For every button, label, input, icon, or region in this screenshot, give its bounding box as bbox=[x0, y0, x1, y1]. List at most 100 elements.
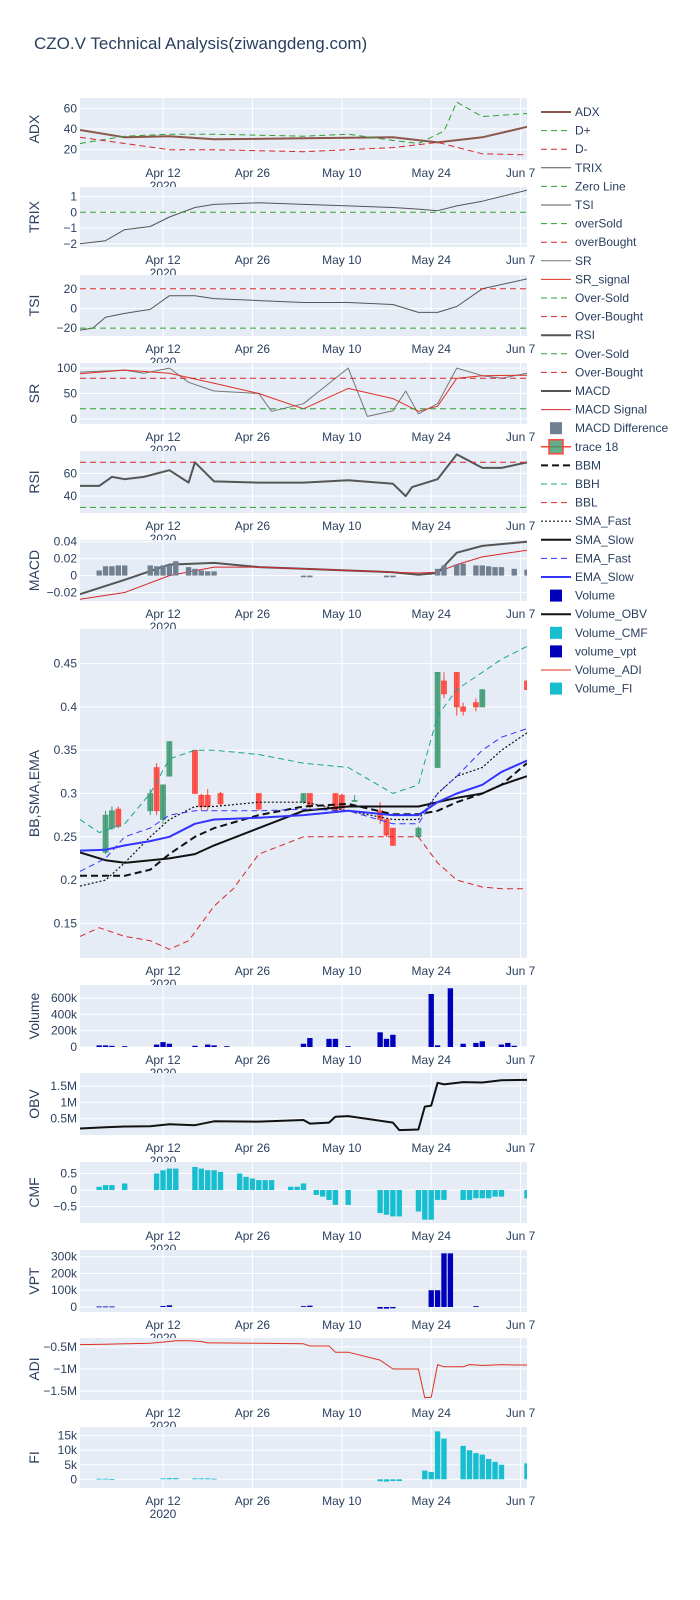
y-tick-label: 0.35 bbox=[54, 743, 78, 757]
legend-item-trix[interactable]: TRIX bbox=[541, 161, 602, 175]
bar bbox=[441, 1190, 447, 1200]
series-sr bbox=[80, 367, 527, 417]
series-group bbox=[80, 1078, 527, 1132]
bar bbox=[428, 1190, 434, 1220]
legend-item-adx[interactable]: ADX bbox=[541, 105, 600, 119]
legend[interactable]: ADX D+ D- TRIX Zero Line TSI overSold overBough… bbox=[541, 105, 668, 696]
legend-item-tsi[interactable]: TSI bbox=[541, 198, 594, 212]
y-tick-label: 60 bbox=[64, 101, 78, 115]
bar bbox=[473, 1306, 479, 1307]
x-tick-label: May 10 bbox=[322, 1318, 362, 1332]
legend-item-volume-fi[interactable]: Volume_FI bbox=[550, 682, 632, 696]
candle-body bbox=[338, 794, 345, 809]
legend-item-sr[interactable]: SR bbox=[541, 254, 592, 268]
y-axis-label: FI bbox=[26, 1451, 42, 1463]
y-tick-label: 0.2 bbox=[60, 873, 77, 887]
x-tick-label: May 24 bbox=[412, 342, 452, 356]
legend-item-zero-line[interactable]: Zero Line bbox=[541, 179, 626, 193]
y-tick-label: 200k bbox=[51, 1266, 78, 1280]
legend-item-macd-difference[interactable]: MACD Difference bbox=[550, 421, 668, 435]
bar bbox=[236, 1173, 243, 1191]
x-tick-label: Apr 26 bbox=[235, 430, 271, 444]
bar bbox=[122, 1046, 128, 1047]
bar bbox=[473, 1453, 479, 1480]
bar bbox=[498, 1190, 505, 1197]
bar bbox=[109, 1045, 115, 1047]
legend-item-trace-18[interactable]: trace 18 bbox=[541, 439, 619, 455]
legend-item-volume-obv[interactable]: Volume_OBV bbox=[541, 607, 647, 621]
bar bbox=[332, 1038, 339, 1047]
legend-label: SR_signal bbox=[575, 272, 630, 286]
bar bbox=[102, 566, 109, 576]
y-tick-label: 0 bbox=[70, 1472, 77, 1486]
x-tick-label: Apr 12 bbox=[145, 519, 181, 533]
legend-item-over-sold[interactable]: Over-Sold bbox=[541, 291, 629, 305]
bar bbox=[102, 1306, 109, 1308]
legend-item-volume-adi[interactable]: Volume_ADI bbox=[541, 663, 642, 677]
bar bbox=[249, 1178, 256, 1191]
bar bbox=[383, 575, 390, 578]
bar bbox=[300, 1306, 307, 1307]
legend-item-sr-signal[interactable]: SR_signal bbox=[541, 272, 630, 286]
legend-item-ema-fast[interactable]: EMA_Fast bbox=[541, 551, 632, 565]
x-tick-label: Jun 7 bbox=[506, 1406, 536, 1420]
y-axis-label: SR bbox=[26, 384, 42, 403]
legend-item-rsi[interactable]: RSI bbox=[541, 328, 595, 342]
legend-item-overbought[interactable]: overBought bbox=[541, 235, 637, 249]
x-tick-label: Jun 7 bbox=[506, 253, 536, 267]
legend-item-macd[interactable]: MACD bbox=[541, 384, 611, 398]
y-tick-label: 0.02 bbox=[54, 552, 78, 566]
candle-body bbox=[479, 689, 486, 708]
series-volume bbox=[96, 988, 517, 1047]
legend-item-oversold[interactable]: overSold bbox=[541, 217, 622, 231]
legend-item-sma-fast[interactable]: SMA_Fast bbox=[541, 514, 632, 528]
legend-item-over-bought[interactable]: Over-Bought bbox=[541, 310, 644, 324]
bar bbox=[498, 1464, 505, 1480]
legend-item-over-sold[interactable]: Over-Sold bbox=[541, 347, 629, 361]
bar bbox=[307, 575, 313, 578]
candle-body bbox=[383, 819, 390, 836]
legend-item-macd-signal[interactable]: MACD Signal bbox=[541, 403, 647, 417]
y-tick-label: 0 bbox=[70, 1040, 77, 1054]
x-year-label: 2020 bbox=[150, 1507, 177, 1521]
x-tick-label: Apr 12 bbox=[145, 253, 181, 267]
bar bbox=[326, 1190, 332, 1200]
bar bbox=[383, 1479, 390, 1482]
bar bbox=[217, 1171, 224, 1191]
legend-item-ema-slow[interactable]: EMA_Slow bbox=[541, 570, 634, 584]
bar bbox=[434, 1431, 441, 1480]
series-volume-adi bbox=[80, 1340, 527, 1399]
legend-item-bbl[interactable]: BBL bbox=[541, 496, 598, 510]
bar bbox=[390, 575, 396, 578]
legend-label: overSold bbox=[575, 217, 622, 231]
bar bbox=[192, 1045, 198, 1047]
bar bbox=[492, 1190, 498, 1197]
bar bbox=[198, 570, 205, 576]
bar bbox=[211, 571, 217, 576]
x-tick-label: Apr 12 bbox=[145, 1053, 181, 1067]
bar bbox=[422, 1190, 428, 1220]
y-tick-label: 50 bbox=[64, 387, 78, 401]
bar bbox=[288, 1186, 294, 1191]
legend-item-bbm[interactable]: BBM bbox=[541, 458, 601, 472]
bar bbox=[466, 1450, 473, 1480]
candlesticks bbox=[102, 671, 527, 855]
x-tick-label: May 10 bbox=[322, 1053, 362, 1067]
legend-item-sma-slow[interactable]: SMA_Slow bbox=[541, 533, 634, 547]
legend-label: TRIX bbox=[575, 161, 602, 175]
candle-body bbox=[460, 706, 466, 712]
legend-item-volume-vpt[interactable]: volume_vpt bbox=[550, 644, 637, 658]
x-tick-label: Apr 12 bbox=[145, 166, 181, 180]
series-bbm bbox=[80, 762, 527, 877]
legend-label: Over-Bought bbox=[575, 310, 644, 324]
legend-item-d-[interactable]: D+ bbox=[541, 124, 591, 138]
legend-item-d-[interactable]: D- bbox=[541, 142, 588, 156]
legend-item-over-bought[interactable]: Over-Bought bbox=[541, 365, 644, 379]
legend-item-bbh[interactable]: BBH bbox=[541, 477, 600, 491]
legend-item-volume[interactable]: Volume bbox=[550, 589, 615, 603]
x-tick-label: May 10 bbox=[322, 1494, 362, 1508]
legend-item-volume-cmf[interactable]: Volume_CMF bbox=[550, 626, 648, 640]
